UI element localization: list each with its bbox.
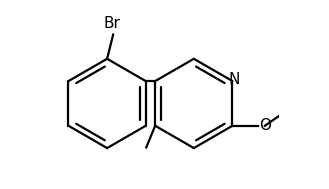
Text: O: O [259, 118, 271, 133]
Text: Br: Br [103, 16, 120, 31]
Text: N: N [228, 72, 240, 87]
